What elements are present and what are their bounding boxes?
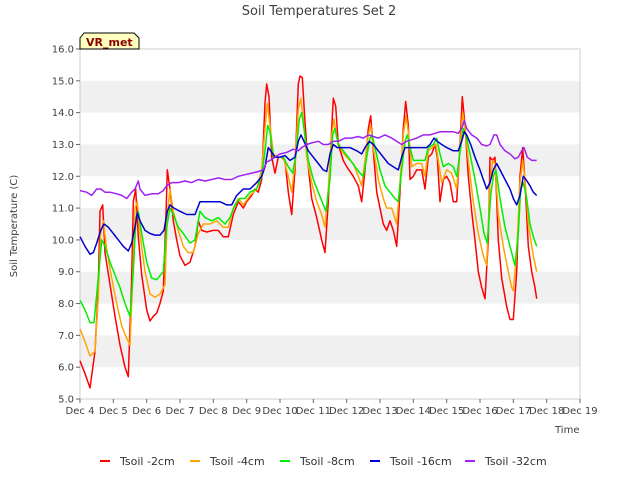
y-tick-label: 6.0 [58, 363, 74, 374]
grid-band [80, 80, 580, 113]
x-tick-label: Dec 5 [99, 406, 128, 417]
x-tick-label: Dec 13 [362, 406, 397, 417]
x-tick-label: Dec 6 [132, 406, 161, 417]
x-tick-label: Dec 16 [462, 406, 497, 417]
series-line-1 [79, 97, 538, 357]
y-tick-label: 14.0 [52, 108, 74, 119]
legend-label: Tsoil -32cm [484, 455, 547, 468]
x-tick-label: Dec 10 [262, 406, 297, 417]
y-tick-label: 16.0 [52, 45, 74, 56]
data-lines [79, 75, 538, 389]
y-tick-label: 5.0 [58, 395, 74, 406]
x-tick-label: Dec 7 [166, 406, 195, 417]
badge-label: VR_met [86, 36, 133, 49]
series-line-3 [79, 130, 538, 255]
x-tick-label: Dec 9 [232, 406, 261, 417]
x-tick-label: Dec 8 [199, 406, 228, 417]
legend-label: Tsoil -4cm [209, 455, 265, 468]
grid-band [80, 335, 580, 368]
y-tick-label: 11.0 [52, 204, 74, 215]
y-tick-label: 10.0 [52, 235, 74, 246]
legend-label: Tsoil -2cm [119, 455, 175, 468]
y-tick-label: 9.0 [58, 267, 74, 278]
x-tick-label: Dec 4 [66, 406, 95, 417]
y-tick-label: 7.0 [58, 331, 74, 342]
y-tick-label: 13.0 [52, 140, 74, 151]
series-line-2 [79, 111, 538, 324]
x-tick-label: Dec 15 [429, 406, 464, 417]
legend: Tsoil -2cm Tsoil -4cm Tsoil -8cm Tsoil -16c… [100, 455, 547, 468]
y-axis-ticks: 5.0 6.0 7.0 8.0 9.0 10.0 11.0 12.0 13.0 14.0 15.0 1… [52, 45, 80, 406]
y-tick-label: 15.0 [52, 76, 74, 87]
x-tick-label: Dec 18 [529, 406, 564, 417]
series-line-4 [79, 119, 537, 200]
series-line-0 [79, 75, 538, 389]
badge-box [79, 32, 140, 50]
x-tick-label: Dec 12 [329, 406, 364, 417]
y-tick-label: 8.0 [58, 299, 74, 310]
y-axis-label: Soil Temperature (C) [9, 175, 20, 278]
vr-met-badge: VR_met [79, 32, 140, 50]
chart-title: Soil Temperatures Set 2 [242, 4, 397, 19]
x-tick-label: Dec 11 [296, 406, 331, 417]
legend-label: Tsoil -8cm [299, 455, 355, 468]
legend-label: Tsoil -16cm [389, 455, 452, 468]
plot-frame [79, 48, 581, 400]
x-axis-ticks: Dec 4 Dec 5 Dec 6 Dec 7 Dec 8 Dec 9 Dec 10Dec … [66, 399, 598, 417]
x-tick-label: Dec 19 [562, 406, 597, 417]
x-tick-label: Dec 14 [396, 406, 431, 417]
x-axis-label: Time [554, 425, 579, 436]
x-tick-label: Dec 17 [496, 406, 531, 417]
y-tick-label: 12.0 [52, 172, 74, 183]
